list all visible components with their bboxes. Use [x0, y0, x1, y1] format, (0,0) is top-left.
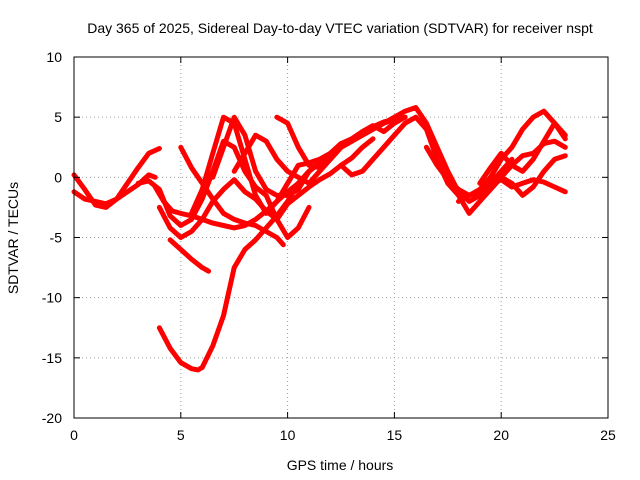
x-tick-label: 5: [177, 427, 185, 443]
series-arc-16: [477, 120, 568, 186]
series-arc-13: [338, 114, 568, 216]
x-tick-label: 20: [493, 427, 509, 443]
series-arc-6: [167, 237, 212, 274]
y-axis-ticks: 10 5 0 -5 -10 -15 -20: [42, 49, 608, 426]
y-tick-label: -10: [42, 290, 62, 306]
series-arc-15: [456, 108, 568, 204]
series-arc-9: [189, 114, 344, 216]
x-tick-label: 25: [600, 427, 616, 443]
y-tick-label: -15: [42, 350, 62, 366]
y-tick-label: -20: [42, 410, 62, 426]
y-tick-label: 0: [54, 169, 62, 185]
y-tick-label: 5: [54, 109, 62, 125]
x-tick-label: 15: [387, 427, 403, 443]
series-arc-2: [71, 146, 162, 210]
x-tick-label: 10: [280, 427, 296, 443]
grid-lines: [74, 57, 608, 418]
x-axis-ticks: 0 5 10 15 20 25: [70, 57, 616, 443]
chart-title: Day 365 of 2025, Sidereal Day-to-day VTE…: [87, 20, 593, 36]
series-arc-12: [274, 105, 515, 204]
y-axis-label: SDTVAR / TECUs: [5, 182, 21, 294]
x-tick-label: 0: [70, 427, 78, 443]
y-tick-label: 10: [46, 49, 62, 65]
data-series: [71, 105, 568, 373]
series-arc-7: [178, 144, 286, 248]
series-arc-17: [488, 138, 568, 192]
y-tick-label: -5: [50, 230, 63, 246]
x-axis-label: GPS time / hours: [287, 457, 394, 473]
